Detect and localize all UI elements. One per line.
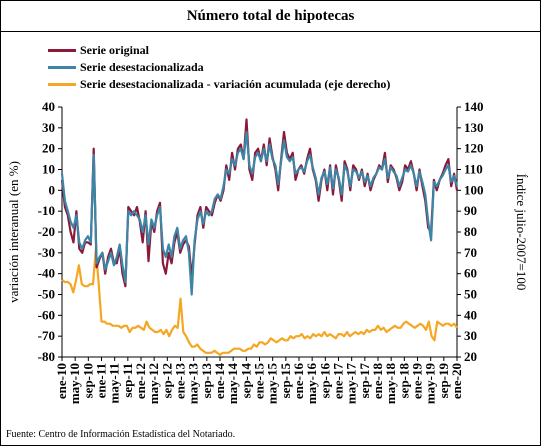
legend-entry-acum: Serie desestacionalizada - variación acu… <box>48 76 390 93</box>
legend-swatch-desest <box>48 66 76 69</box>
legend-entry-desest: Serie desestacionalizada <box>48 59 390 76</box>
legend-label-original: Serie original <box>80 43 149 57</box>
legend: Serie original Serie desestacionalizada … <box>48 42 390 93</box>
legend-label-desest: Serie desestacionalizada <box>80 60 204 74</box>
legend-label-acum: Serie desestacionalizada - variación acu… <box>80 77 391 91</box>
chart-title: Número total de hipotecas <box>186 8 355 24</box>
source-footer: Fuente: Centro de Información Estadístic… <box>6 429 236 440</box>
legend-swatch-original <box>48 49 76 52</box>
legend-swatch-acum <box>48 83 76 86</box>
legend-entry-original: Serie original <box>48 42 390 59</box>
title-divider <box>0 31 541 32</box>
